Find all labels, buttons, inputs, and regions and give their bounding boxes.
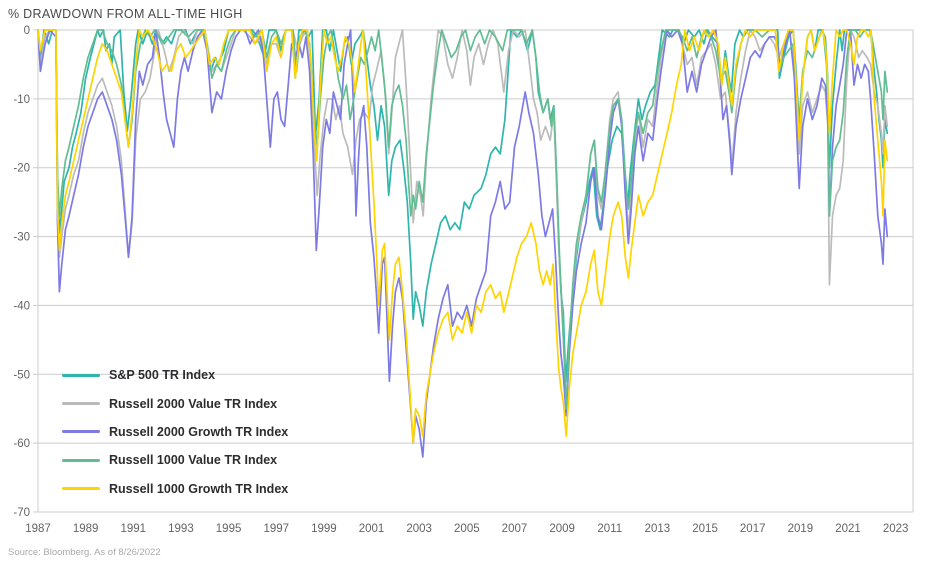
x-tick-label: 1995 <box>216 523 242 535</box>
y-tick-label: -30 <box>13 232 30 244</box>
y-tick-label: -10 <box>13 94 30 106</box>
series-line <box>37 29 889 458</box>
legend-swatch-icon <box>62 487 100 491</box>
y-tick-label: -40 <box>13 300 30 312</box>
x-tick-label: 2021 <box>835 523 861 535</box>
y-tick-label: -50 <box>13 369 30 381</box>
source-note: Source: Bloomberg. As of 8/26/2022 <box>8 547 161 558</box>
legend-label: S&P 500 TR Index <box>109 368 216 383</box>
legend-swatch-icon <box>62 458 100 462</box>
x-tick-label: 2019 <box>788 523 814 535</box>
series-line <box>37 29 889 417</box>
legend-swatch-icon <box>62 373 100 377</box>
x-tick-label: 2013 <box>645 523 671 535</box>
y-tick-label: -20 <box>13 163 30 175</box>
x-tick-label: 2009 <box>549 523 575 535</box>
x-tick-label: 1989 <box>73 523 99 535</box>
legend: S&P 500 TR Index Russell 2000 Value TR In… <box>62 361 288 503</box>
legend-item-2: Russell 2000 Growth TR Index <box>62 418 288 446</box>
legend-item-1: Russell 2000 Value TR Index <box>62 389 288 417</box>
legend-swatch-icon <box>62 402 100 406</box>
x-tick-label: 2005 <box>454 523 480 535</box>
legend-label: Russell 1000 Growth TR Index <box>109 481 289 496</box>
x-tick-label: 2015 <box>692 523 718 535</box>
x-tick-label: 2003 <box>406 523 432 535</box>
x-tick-label: 1991 <box>120 523 146 535</box>
x-tick-label: 1997 <box>263 523 289 535</box>
legend-label: Russell 1000 Value TR Index <box>109 453 278 468</box>
x-tick-label: 2011 <box>597 523 622 535</box>
x-tick-label: 2023 <box>883 523 909 535</box>
legend-swatch-icon <box>62 430 100 434</box>
legend-label: Russell 2000 Growth TR Index <box>109 424 289 439</box>
x-tick-label: 1999 <box>311 523 337 535</box>
x-tick-label: 2017 <box>740 523 766 535</box>
legend-label: Russell 2000 Value TR Index <box>109 396 278 411</box>
x-tick-label: 1993 <box>168 523 194 535</box>
y-tick-label: -70 <box>13 507 30 519</box>
x-tick-label: 2007 <box>502 523 528 535</box>
series-line <box>37 29 889 410</box>
x-tick-label: 1987 <box>25 523 51 535</box>
legend-item-3: Russell 1000 Value TR Index <box>62 446 288 474</box>
x-tick-label: 2001 <box>359 523 385 535</box>
legend-item-0: S&P 500 TR Index <box>62 361 288 389</box>
series-line <box>37 29 889 444</box>
y-tick-label: 0 <box>24 25 30 37</box>
y-tick-label: -60 <box>13 438 30 450</box>
chart-title: % DRAWDOWN FROM ALL-TIME HIGH <box>8 7 243 21</box>
legend-item-4: Russell 1000 Growth TR Index <box>62 475 288 503</box>
